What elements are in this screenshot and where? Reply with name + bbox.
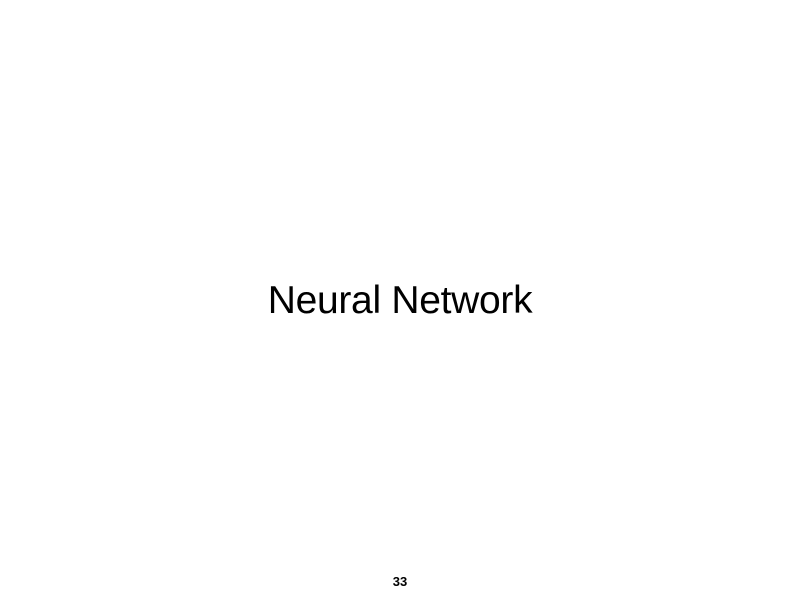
slide-title: Neural Network [0,276,800,326]
page-number: 33 [0,574,800,590]
